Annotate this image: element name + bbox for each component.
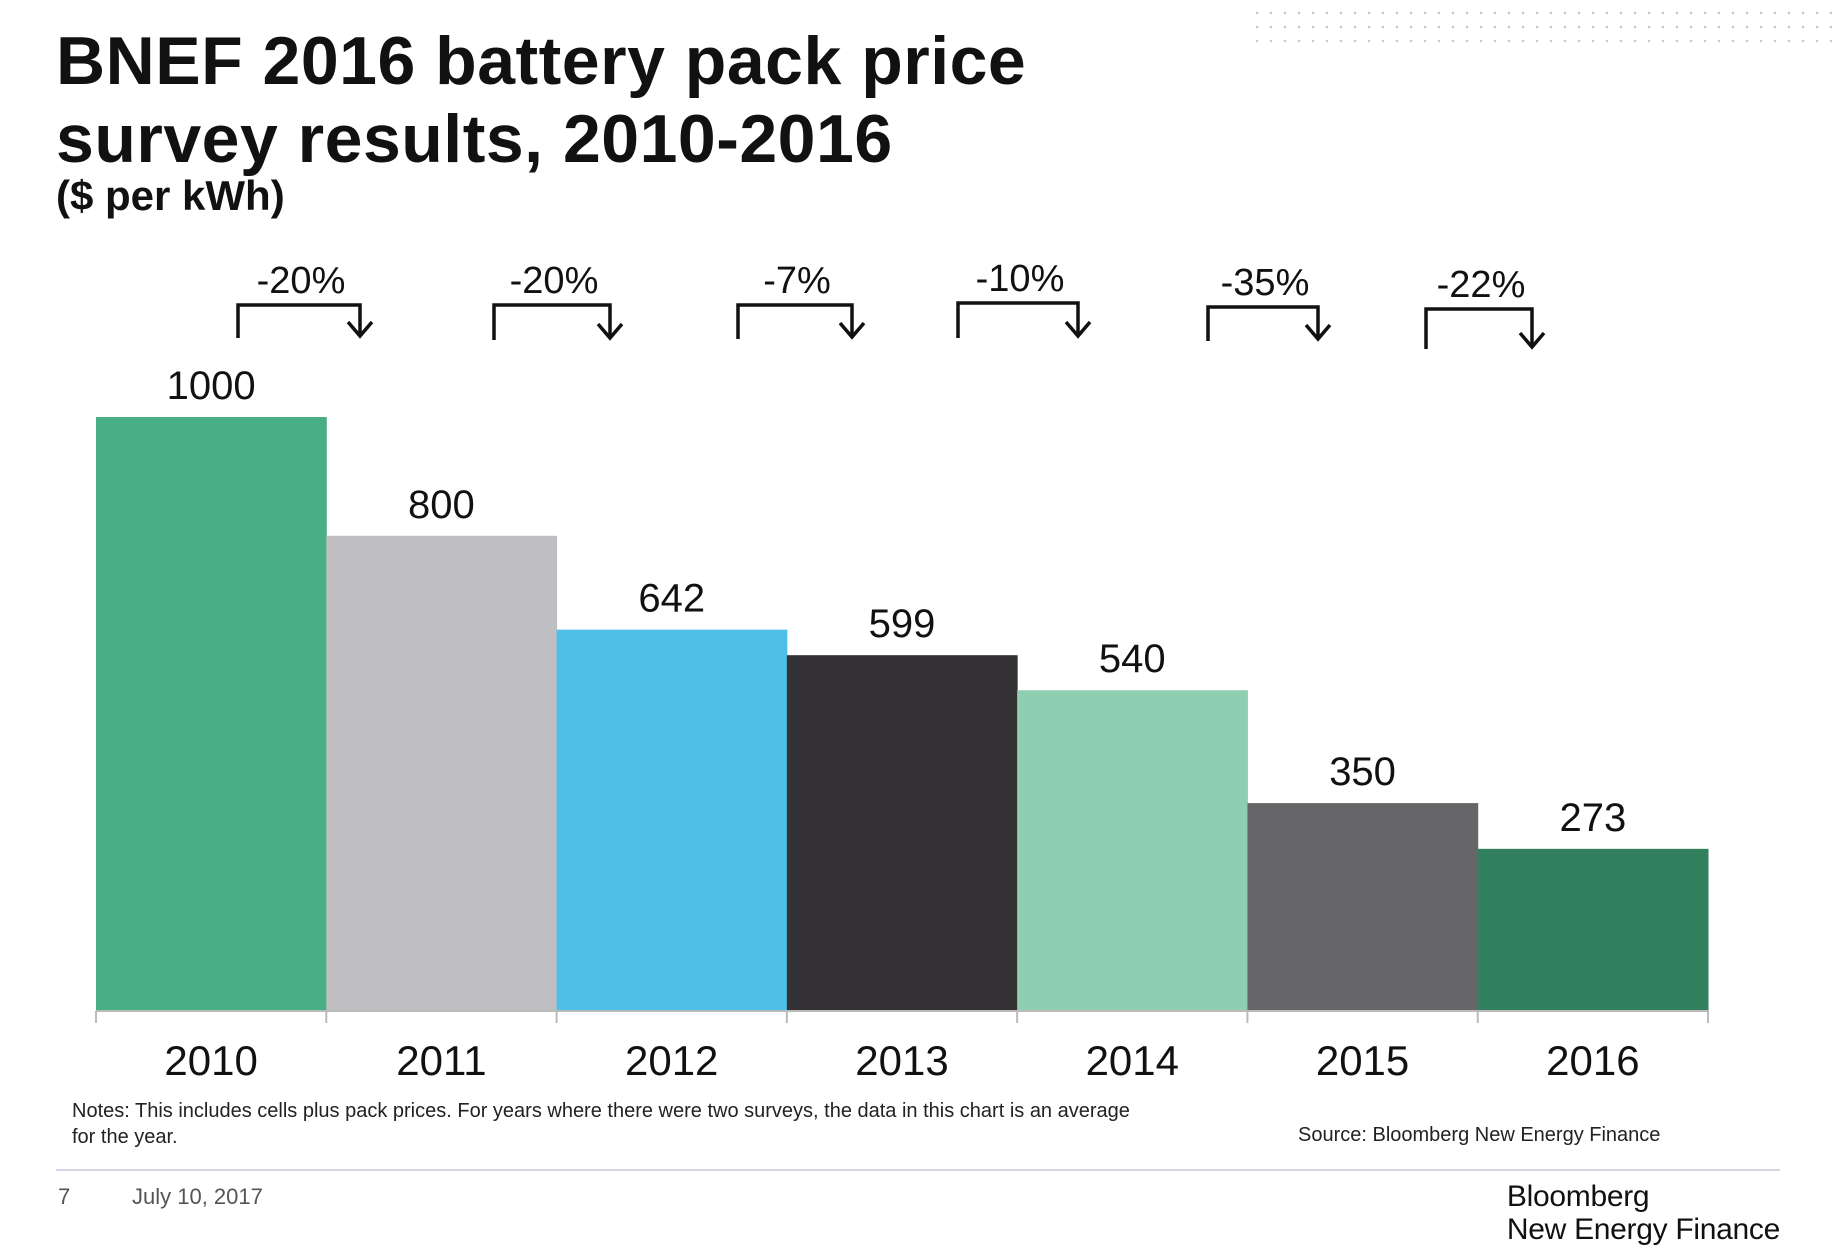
down-arrow-icon [1064,320,1092,339]
change-bracket-5 [1206,305,1320,341]
change-bracket-3 [736,303,854,339]
change-label-1: -20% [257,260,346,302]
chart-source: Source: Bloomberg New Energy Finance [1298,1124,1661,1146]
change-label-2: -20% [510,260,599,302]
change-bracket-2 [492,303,612,340]
category-label-2013: 2013 [855,1037,948,1084]
change-label-5: -35% [1221,262,1310,304]
chart-notes: Notes: This includes cells plus pack pri… [72,1098,1272,1150]
category-label-2016: 2016 [1546,1037,1639,1084]
page-title: BNEF 2016 battery pack price survey resu… [56,22,1026,178]
bnef-logo: Bloomberg New Energy Finance [1507,1180,1780,1246]
change-bracket-1 [236,303,362,338]
category-label-2010: 2010 [164,1037,257,1084]
notes-line-1: Notes: This includes cells plus pack pri… [72,1100,1130,1122]
change-label-6: -22% [1437,264,1526,306]
category-label-2015: 2015 [1316,1037,1409,1084]
footer-divider [56,1169,1780,1171]
title-line-2: survey results, 2010-2016 [56,101,893,177]
value-label-2013: 599 [869,602,936,646]
logo-line-1: Bloomberg [1506,1180,1650,1213]
bar-2015 [1247,803,1479,1011]
value-label-2016: 273 [1559,796,1626,840]
value-label-2011: 800 [408,483,475,527]
change-label-4: -10% [976,258,1065,300]
decorative-dot-pattern [1250,6,1836,54]
value-label-2014: 540 [1099,637,1166,681]
title-line-1: BNEF 2016 battery pack price [56,23,1027,99]
change-label-3: -7% [763,260,831,302]
chart-units-subtitle: ($ per kWh) [56,172,285,219]
change-bracket-4 [956,301,1080,338]
bar-2011 [326,535,558,1011]
notes-line-2: for the year. [72,1126,178,1148]
logo-line-2: New Energy Finance [1506,1213,1780,1246]
category-label-2014: 2014 [1086,1037,1179,1084]
down-arrow-icon [346,320,374,339]
category-label-2011: 2011 [396,1037,486,1084]
down-arrow-icon [838,321,866,340]
bar-2013 [786,655,1018,1011]
category-label-2012: 2012 [625,1037,718,1084]
value-label-2010: 1000 [167,364,256,408]
down-arrow-icon [596,322,624,341]
bar-2016 [1477,848,1709,1011]
bar-2014 [1017,690,1248,1011]
value-label-2015: 350 [1329,750,1396,794]
down-arrow-icon [1518,331,1546,350]
page-number: 7 [58,1184,71,1209]
down-arrow-icon [1304,323,1332,342]
bar-2010 [96,417,327,1011]
footer-date: July 10, 2017 [132,1184,263,1209]
bar-2012 [556,629,788,1011]
value-label-2012: 642 [638,577,705,621]
change-bracket-6 [1424,307,1534,349]
